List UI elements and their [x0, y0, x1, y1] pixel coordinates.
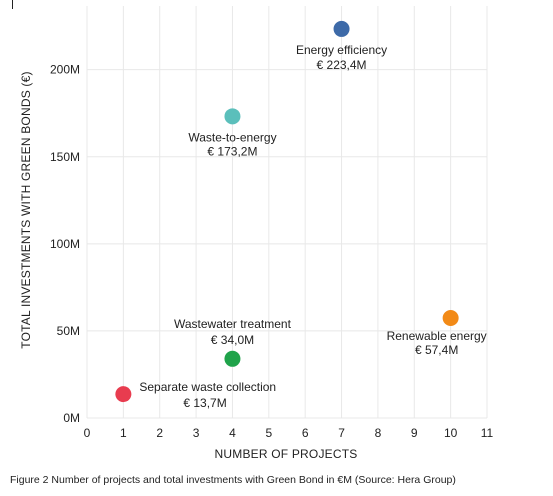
- point-value-label: € 57,4M: [415, 343, 458, 357]
- x-tick-label: 1: [120, 426, 127, 440]
- y-axis-ticks: 0M 50M 100M 150M 200M: [50, 63, 80, 425]
- text-cursor-mark: [12, 0, 13, 9]
- point-name-label: Waste-to-energy: [188, 130, 276, 144]
- y-axis-title: TOTAL INVESTMENTS WITH GREEN BONDS (€): [19, 71, 33, 348]
- x-axis-title: NUMBER OF PROJECTS: [215, 447, 358, 461]
- x-tick-label: 4: [229, 426, 236, 440]
- point-value-label: € 223,4M: [317, 58, 367, 72]
- figure-caption: Figure 2 Number of projects and total in…: [10, 474, 456, 486]
- x-tick-label: 10: [444, 426, 458, 440]
- x-tick-label: 3: [193, 426, 200, 440]
- chart-points: [115, 20, 459, 403]
- point-value-label: € 173,2M: [207, 144, 257, 158]
- data-point: [224, 350, 241, 367]
- point-name-label: Separate waste collection: [139, 380, 276, 394]
- data-point: [115, 386, 132, 403]
- point-name-label: Energy efficiency: [296, 43, 387, 57]
- data-point: [442, 310, 459, 327]
- x-tick-label: 2: [156, 426, 163, 440]
- y-tick-label: 150M: [50, 150, 80, 164]
- y-tick-label: 100M: [50, 237, 80, 251]
- y-tick-label: 200M: [50, 63, 80, 77]
- chart-point-labels: Energy efficiency€ 223,4M Waste-to-energy…: [139, 43, 486, 410]
- x-tick-label: 0: [84, 426, 91, 440]
- data-point: [333, 20, 350, 37]
- y-tick-label: 50M: [57, 324, 80, 338]
- point-value-label: € 13,7M: [183, 396, 226, 410]
- point-value-label: € 34,0M: [211, 333, 254, 347]
- x-tick-label: 7: [338, 426, 345, 440]
- point-name-label: Renewable energy: [387, 329, 487, 343]
- x-tick-label: 8: [375, 426, 382, 440]
- chart-gridlines: [86, 6, 488, 419]
- point-name-label: Wastewater treatment: [174, 317, 292, 331]
- x-axis-ticks: 0 1 2 3 4 5 6 7 8 9 10 11: [84, 426, 494, 440]
- x-tick-label: 6: [302, 426, 309, 440]
- scatter-chart: 0M 50M 100M 150M 200M 0 1 2 3 4 5 6 7 8 9 10 11 Energy …: [19, 6, 494, 461]
- data-point: [224, 108, 241, 125]
- y-tick-label: 0M: [63, 411, 80, 425]
- x-tick-label: 11: [481, 426, 494, 440]
- x-tick-label: 5: [265, 426, 272, 440]
- x-tick-label: 9: [411, 426, 418, 440]
